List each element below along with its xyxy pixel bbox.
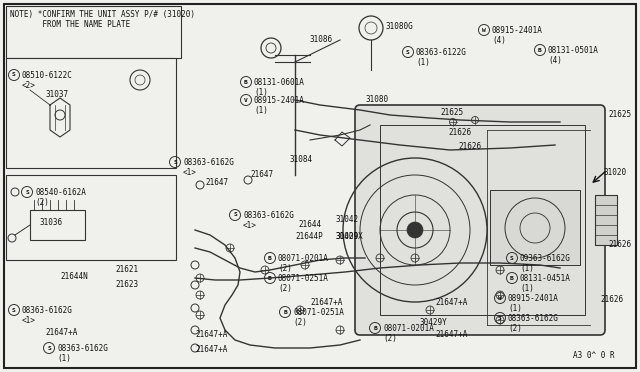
- Bar: [6, 58, 176, 168]
- Text: 21647: 21647: [205, 178, 228, 187]
- Text: 21626: 21626: [448, 128, 471, 137]
- Text: (4): (4): [548, 56, 562, 65]
- Text: 31042: 31042: [335, 215, 358, 224]
- Text: 21644: 21644: [298, 220, 321, 229]
- Text: W: W: [498, 295, 502, 301]
- Text: 08915-2401A: 08915-2401A: [508, 294, 559, 303]
- Text: (1): (1): [508, 304, 522, 313]
- Text: 21626: 21626: [600, 295, 623, 304]
- Text: S: S: [12, 308, 16, 312]
- Text: V: V: [244, 97, 248, 103]
- Text: 21647: 21647: [250, 170, 273, 179]
- Text: 21647+A: 21647+A: [310, 298, 342, 307]
- Text: <2>: <2>: [22, 81, 36, 90]
- Text: 08363-6162G: 08363-6162G: [57, 344, 108, 353]
- Text: 21626: 21626: [608, 240, 631, 249]
- Text: W: W: [482, 28, 486, 32]
- Text: 31009: 31009: [335, 232, 358, 241]
- Text: 21647+A: 21647+A: [195, 330, 227, 339]
- Text: 30429Y: 30429Y: [420, 318, 448, 327]
- Text: S: S: [25, 189, 29, 195]
- Text: 21644P: 21644P: [295, 232, 323, 241]
- Bar: [6, 175, 176, 260]
- Text: 30429X: 30429X: [335, 232, 363, 241]
- Text: 08363-6162G: 08363-6162G: [508, 314, 559, 323]
- Text: 21647+A: 21647+A: [195, 345, 227, 354]
- Text: (1): (1): [416, 58, 430, 67]
- Circle shape: [407, 222, 423, 238]
- Text: (2): (2): [293, 318, 307, 327]
- Text: FROM THE NAME PLATE: FROM THE NAME PLATE: [10, 20, 131, 29]
- Text: (2): (2): [508, 324, 522, 333]
- Text: 08510-6122C: 08510-6122C: [22, 71, 73, 80]
- Text: (1): (1): [520, 264, 534, 273]
- Text: 31036: 31036: [40, 218, 63, 227]
- Text: S: S: [498, 315, 502, 321]
- Text: 08071-0251A: 08071-0251A: [278, 274, 329, 283]
- Text: 21623: 21623: [115, 280, 138, 289]
- Bar: [490, 190, 580, 265]
- Text: 08540-6162A: 08540-6162A: [35, 188, 86, 197]
- Text: 31084: 31084: [290, 155, 313, 164]
- Text: NOTE) *CONFIRM THE UNIT ASSY P/# (31020): NOTE) *CONFIRM THE UNIT ASSY P/# (31020): [10, 10, 195, 19]
- Bar: [595, 195, 617, 245]
- Text: S: S: [12, 73, 16, 77]
- Text: 31020: 31020: [604, 168, 627, 177]
- Text: 08363-6162G: 08363-6162G: [183, 158, 234, 167]
- Text: 09363-6162G: 09363-6162G: [520, 254, 571, 263]
- Text: 31037: 31037: [45, 90, 68, 99]
- Text: 08363-6162G: 08363-6162G: [243, 211, 294, 220]
- Text: 08071-0251A: 08071-0251A: [293, 308, 344, 317]
- Text: (2): (2): [383, 334, 397, 343]
- Text: 21625: 21625: [608, 110, 631, 119]
- Text: 08363-6162G: 08363-6162G: [22, 306, 73, 315]
- Text: <1>: <1>: [22, 316, 36, 325]
- Text: <1>: <1>: [243, 221, 257, 230]
- FancyBboxPatch shape: [355, 105, 605, 335]
- Text: B: B: [538, 48, 542, 52]
- Text: B: B: [268, 256, 272, 260]
- Text: B: B: [373, 326, 377, 330]
- Text: S: S: [233, 212, 237, 218]
- Text: S: S: [406, 49, 410, 55]
- Text: 21647+A: 21647+A: [45, 328, 77, 337]
- Text: S: S: [510, 256, 514, 260]
- Text: (1): (1): [520, 284, 534, 293]
- Bar: [30, 210, 85, 240]
- Text: (1): (1): [57, 354, 71, 363]
- Bar: [6, 6, 181, 58]
- Text: B: B: [268, 276, 272, 280]
- Text: S: S: [173, 160, 177, 164]
- Text: S: S: [47, 346, 51, 350]
- Text: 08915-2401A: 08915-2401A: [492, 26, 543, 35]
- Text: 08131-0451A: 08131-0451A: [520, 274, 571, 283]
- Text: 21644N: 21644N: [60, 272, 88, 281]
- Text: 08915-2401A: 08915-2401A: [254, 96, 305, 105]
- Text: B: B: [244, 80, 248, 84]
- Text: B: B: [283, 310, 287, 314]
- Text: 08131-0601A: 08131-0601A: [254, 78, 305, 87]
- Text: (2): (2): [278, 284, 292, 293]
- Text: <1>: <1>: [183, 168, 197, 177]
- Text: 08131-0501A: 08131-0501A: [548, 46, 599, 55]
- Text: 08071-0201A: 08071-0201A: [383, 324, 434, 333]
- Text: (1): (1): [254, 88, 268, 97]
- Text: 31080G: 31080G: [385, 22, 413, 31]
- Text: 08363-6122G: 08363-6122G: [416, 48, 467, 57]
- Text: 21647+A: 21647+A: [435, 298, 467, 307]
- Bar: [380, 125, 585, 315]
- Text: (2): (2): [278, 264, 292, 273]
- Text: (4): (4): [492, 36, 506, 45]
- Text: (2): (2): [35, 198, 49, 207]
- Text: 08071-0201A: 08071-0201A: [278, 254, 329, 263]
- Text: (1): (1): [254, 106, 268, 115]
- Text: A3 0^ 0 R: A3 0^ 0 R: [573, 351, 615, 360]
- Text: 21621: 21621: [115, 265, 138, 274]
- Text: 31080: 31080: [365, 95, 388, 104]
- Text: B: B: [510, 276, 514, 280]
- Text: 21625: 21625: [440, 108, 463, 117]
- Text: 21626: 21626: [458, 142, 481, 151]
- Text: 21647+A: 21647+A: [435, 330, 467, 339]
- Text: 31086: 31086: [310, 35, 333, 44]
